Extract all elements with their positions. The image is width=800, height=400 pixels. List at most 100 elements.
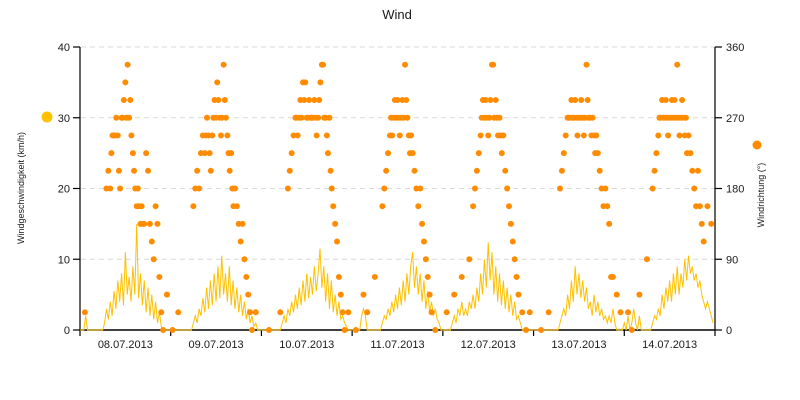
wind-direction-dot (252, 309, 259, 316)
wind-direction-dot (122, 79, 129, 86)
right-axis-tick-label: 180 (726, 184, 744, 196)
wind-direction-dot (519, 309, 526, 316)
wind-direction-dot (190, 203, 197, 210)
wind-direction-dot (583, 61, 590, 68)
wind-direction-dot (689, 167, 696, 174)
wind-direction-dot (145, 167, 152, 174)
wind-direction-dot (169, 327, 176, 333)
legend-speed-marker-icon (41, 111, 53, 123)
wind-direction-dot (156, 273, 163, 280)
x-axis-date-labels: 08.07.2013 09.07.2013 10.07.2013 11.07.2013… (98, 339, 697, 351)
wind-direction-dot (419, 220, 426, 227)
wind-direction-dot (108, 150, 115, 157)
wind-direction-dot (691, 185, 698, 192)
wind-direction-dot (315, 114, 322, 121)
wind-direction-dot (682, 114, 689, 121)
wind-direction-dot (562, 132, 569, 139)
wind-direction-dot (580, 132, 587, 139)
wind-direction-dot (422, 256, 429, 263)
wind-direction-dot (220, 61, 227, 68)
wind-direction-dot (247, 309, 254, 316)
gridlines (81, 46, 715, 260)
x-axis-date-label: 11.07.2013 (370, 339, 424, 351)
wind-direction-dot (696, 203, 703, 210)
wind-direction-dot (698, 220, 705, 227)
wind-direction-dot (574, 132, 581, 139)
wind-direction-dot (117, 185, 124, 192)
left-axis-title: Windgeschwindigkeit (km/h) (16, 132, 26, 244)
wind-direction-dot (326, 114, 333, 121)
wind-direction-dot (685, 132, 692, 139)
wind-direction-dot (415, 203, 422, 210)
wind-direction-dot (207, 167, 214, 174)
wind-direction-dot (215, 97, 222, 104)
wind-direction-dot (496, 114, 503, 121)
wind-direction-dot (141, 220, 148, 227)
wind-direction-dot (152, 203, 159, 210)
wind-direction-dot (426, 291, 433, 298)
wind-direction-dot (396, 132, 403, 139)
wind-direction-dot (458, 273, 465, 280)
wind-direction-dot (224, 132, 231, 139)
wind-direction-dot (593, 132, 600, 139)
wind-speed-line (80, 223, 714, 331)
axes (73, 46, 722, 336)
x-axis-date-label: 12.07.2013 (461, 339, 516, 351)
wind-direction-dot (513, 273, 520, 280)
wind-direction-dot (226, 167, 233, 174)
right-axis-tick-label: 0 (726, 325, 732, 337)
wind-direction-dot (674, 61, 681, 68)
x-axis-date-label: 09.07.2013 (189, 339, 244, 351)
wind-direction-dot (284, 185, 291, 192)
wind-direction-dot (708, 220, 715, 227)
wind-direction-dot (163, 291, 170, 298)
wind-direction-dot (175, 309, 182, 316)
chart-title: Wind (382, 7, 412, 22)
wind-direction-dot (560, 150, 567, 157)
wind-direction-dot (371, 273, 378, 280)
left-axis-tick-labels: 0 10 20 30 40 (58, 42, 70, 337)
direction-scatter-series (81, 61, 715, 333)
wind-direction-dot (507, 220, 514, 227)
wind-direction-dot (538, 327, 545, 333)
wind-direction-dot (557, 185, 564, 192)
wind-direction-dot (443, 309, 450, 316)
wind-direction-dot (327, 167, 334, 174)
wind-direction-dot (288, 150, 295, 157)
wind-direction-dot (345, 309, 352, 316)
wind-direction-dot (194, 167, 201, 174)
wind-direction-dot (146, 220, 153, 227)
wind-direction-dot (625, 309, 632, 316)
wind-direction-dot (313, 132, 320, 139)
wind-direction-dot (148, 238, 155, 245)
wind-direction-dot (134, 185, 141, 192)
wind-direction-dot (651, 167, 658, 174)
wind-direction-dot (335, 273, 342, 280)
wind-direction-dot (506, 203, 512, 210)
wind-direction-dot (526, 309, 533, 316)
wind-direction-dot (105, 167, 112, 174)
wind-direction-dot (294, 132, 301, 139)
wind-direction-dot (490, 61, 497, 68)
wind-direction-dot (324, 150, 331, 157)
wind-direction-dot (470, 203, 477, 210)
wind-direction-dot (486, 114, 493, 121)
wind-direction-dot (248, 327, 255, 333)
wind-direction-dot (502, 167, 509, 174)
wind-direction-dot (662, 97, 669, 104)
wind-direction-dot (316, 97, 323, 104)
left-axis-tick-label: 40 (58, 42, 70, 54)
wind-direction-dot (578, 97, 585, 104)
wind-direction-dot (402, 61, 409, 68)
wind-direction-dot (655, 132, 662, 139)
wind-direction-dot (138, 203, 145, 210)
wind-direction-dot (509, 238, 516, 245)
wind-direction-dot (511, 256, 518, 263)
wind-direction-dot (604, 203, 611, 210)
wind-direction-dot (143, 150, 150, 157)
wind-direction-dot (330, 203, 337, 210)
right-axis-title: Windrichtung (°) (756, 163, 766, 228)
wind-direction-dot (306, 97, 313, 104)
